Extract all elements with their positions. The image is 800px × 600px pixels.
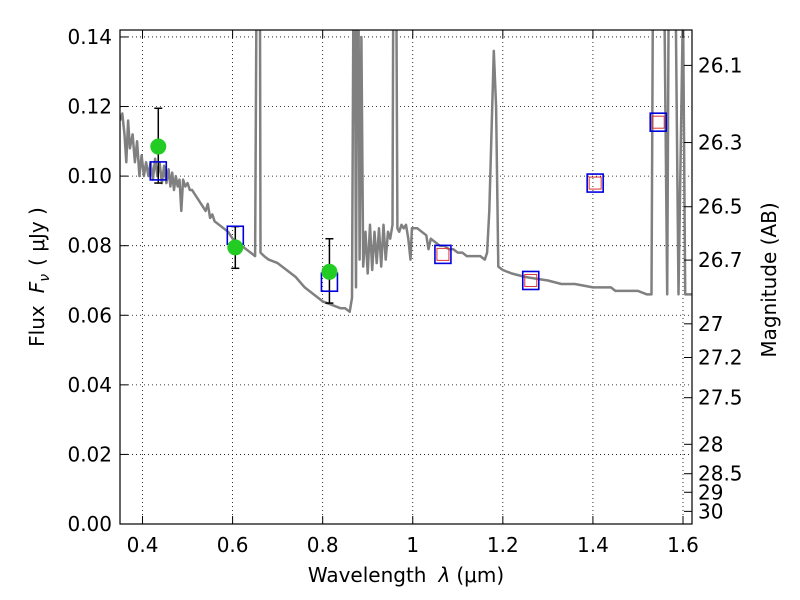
- x-axis-label: Wavelength λ (μm): [308, 563, 504, 587]
- y2-tick-label: 26.3: [698, 131, 743, 155]
- axis-ticks: [120, 30, 692, 525]
- predicted-flux-square: [588, 176, 602, 190]
- y-tick-label: 0.10: [67, 164, 112, 188]
- x-tick-label: 0.4: [127, 533, 159, 557]
- y-tick-label: 0.12: [67, 95, 112, 119]
- synthetic-flux-square: [149, 161, 168, 181]
- y-tick-labels: 0.00 0.02 0.04 0.06 0.08 0.10 0.12 0.14: [67, 25, 112, 536]
- y2-tick-label: 27.5: [698, 386, 743, 410]
- grid-lines: [120, 30, 692, 525]
- predicted-flux-square: [651, 115, 665, 129]
- y2-axis-label: Magnitude (AB): [757, 202, 781, 357]
- y2-tick-label: 27: [698, 312, 723, 336]
- predicted-flux-square: [524, 273, 538, 287]
- x-tick-label: 1.4: [577, 533, 609, 557]
- synthetic-flux-square: [521, 270, 540, 291]
- y-axis-label: FluxFν( μJy ): [25, 207, 53, 347]
- y-tick-label: 0.02: [67, 442, 112, 466]
- model-spectrum-line: [120, 30, 692, 314]
- predicted-flux-square: [436, 247, 450, 261]
- y-tick-label: 0.00: [67, 512, 112, 536]
- synthetic-flux-square: [434, 244, 452, 265]
- x-tick-labels: 0.4 0.6 0.8 1 1.2 1.4 1.6: [127, 533, 699, 557]
- plot-area: [120, 30, 692, 314]
- observed-flux-point: [321, 263, 338, 280]
- y2-tick-label: 26.7: [698, 248, 743, 272]
- y-tick-label: 0.06: [67, 303, 112, 327]
- y2-tick-label: 26.1: [698, 53, 743, 77]
- y2-tick-label: 30: [698, 499, 723, 523]
- synthetic-flux-square: [649, 112, 668, 132]
- plot-frame: [119, 29, 693, 525]
- x-tick-label: 1.2: [487, 533, 519, 557]
- x-tick-label: 1.6: [667, 533, 699, 557]
- y2-tick-label: 27.2: [698, 345, 743, 369]
- y2-tick-label: 28: [698, 432, 723, 456]
- observed-flux-point: [227, 239, 244, 256]
- y2-tick-label: 26.5: [698, 195, 743, 219]
- y2-tick-label: 29: [698, 480, 723, 504]
- y-tick-label: 0.04: [67, 373, 112, 397]
- y-tick-label: 0.08: [67, 234, 112, 258]
- y2-tick-label: 28.5: [698, 462, 743, 486]
- synthetic-flux-square: [586, 173, 604, 193]
- x-tick-label: 0.8: [307, 533, 339, 557]
- observed-flux-point: [150, 138, 167, 155]
- x-tick-label: 0.6: [217, 533, 249, 557]
- y-tick-label: 0.14: [67, 25, 112, 49]
- x-tick-label: 1: [406, 533, 419, 557]
